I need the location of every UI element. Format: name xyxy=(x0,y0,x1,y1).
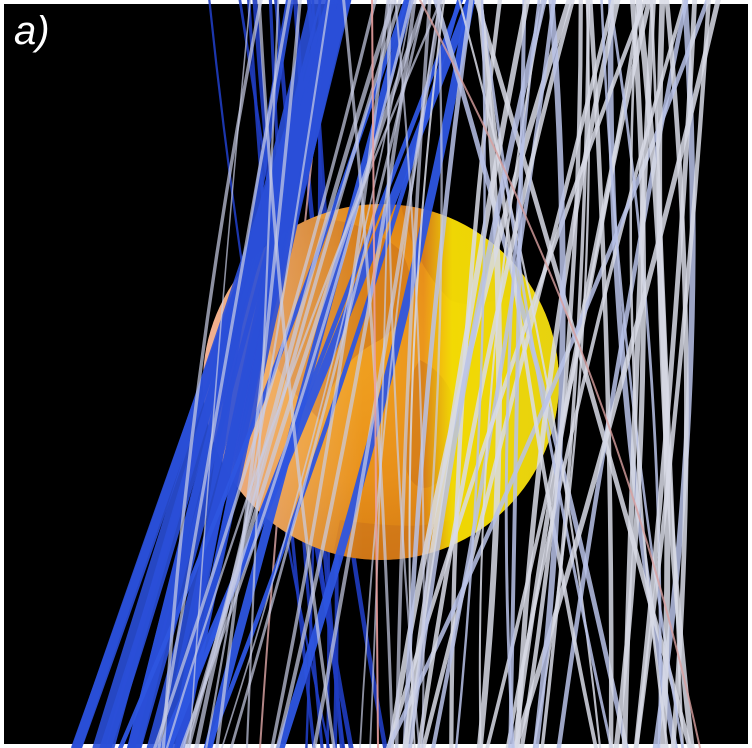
panel-label: a) xyxy=(14,9,50,53)
visualization: a) xyxy=(0,0,752,748)
